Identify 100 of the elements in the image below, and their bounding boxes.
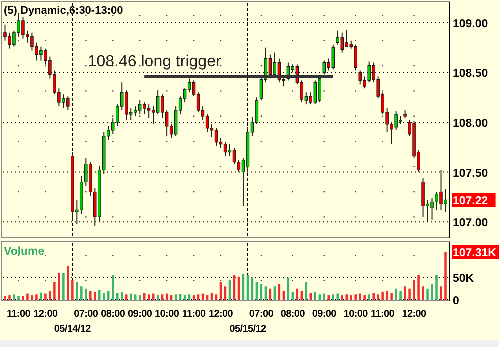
bar bbox=[346, 294, 348, 300]
bar bbox=[8, 296, 11, 300]
bar bbox=[54, 282, 56, 300]
bar bbox=[44, 294, 47, 300]
x-tick-label: 08:00 bbox=[280, 309, 306, 320]
bar bbox=[382, 292, 384, 300]
bar bbox=[184, 296, 186, 300]
bar bbox=[125, 294, 128, 300]
y-tick-label: 107.50 bbox=[453, 168, 488, 180]
bar bbox=[80, 286, 83, 300]
candlestick bbox=[214, 128, 218, 147]
x-tick-label: 05/15/12 bbox=[230, 324, 267, 335]
x-tick-label: 08:00 bbox=[101, 309, 126, 320]
bar bbox=[192, 296, 196, 300]
bar bbox=[174, 294, 178, 300]
candlestick bbox=[206, 114, 210, 133]
y-tick-label: 109.00 bbox=[453, 18, 488, 30]
bar bbox=[22, 296, 24, 300]
bar bbox=[287, 278, 290, 300]
bar bbox=[206, 296, 209, 300]
candlestick bbox=[156, 90, 160, 116]
annotation: 108.46 long trigger bbox=[88, 54, 222, 71]
x-tick-label: 11:00 bbox=[6, 309, 32, 320]
bar bbox=[58, 273, 60, 300]
bar bbox=[390, 293, 393, 300]
bar bbox=[40, 292, 42, 300]
x-tick-label: 09:00 bbox=[312, 309, 338, 320]
text: 107.22 bbox=[453, 196, 488, 208]
bar bbox=[404, 286, 406, 300]
y-tick-label: 50K bbox=[453, 273, 475, 286]
bar bbox=[26, 294, 29, 300]
bar bbox=[413, 280, 416, 300]
bar bbox=[318, 294, 322, 300]
bar bbox=[49, 291, 52, 300]
bar bbox=[103, 293, 106, 300]
bar bbox=[134, 294, 137, 300]
bar bbox=[31, 296, 34, 300]
x-tick-label: 11:00 bbox=[371, 309, 396, 320]
text: 107.31K bbox=[453, 248, 498, 260]
bar bbox=[62, 273, 65, 300]
y-tick-label: 107.00 bbox=[453, 218, 488, 230]
x-tick-label: 07:00 bbox=[74, 309, 99, 320]
bar bbox=[148, 294, 150, 300]
bar bbox=[197, 294, 200, 300]
x-tick-label: 07:00 bbox=[249, 309, 274, 320]
bar bbox=[170, 296, 173, 300]
bar bbox=[332, 294, 334, 300]
bar bbox=[350, 296, 352, 300]
bar bbox=[242, 274, 245, 300]
bar bbox=[98, 290, 101, 300]
bar bbox=[422, 286, 424, 300]
bar bbox=[300, 291, 304, 300]
bar bbox=[418, 276, 420, 300]
y-tick-label: 108.00 bbox=[453, 118, 488, 130]
bar bbox=[220, 282, 222, 300]
bar bbox=[251, 278, 254, 300]
bar bbox=[395, 288, 398, 300]
bar bbox=[4, 296, 6, 300]
bar bbox=[72, 280, 74, 300]
x-tick-label: 12:00 bbox=[34, 309, 58, 320]
bar bbox=[341, 296, 344, 300]
bar bbox=[90, 291, 92, 300]
bar bbox=[224, 286, 227, 300]
bar bbox=[359, 294, 362, 300]
bar bbox=[386, 291, 388, 300]
x-tick-label: 12:00 bbox=[208, 309, 234, 320]
bar bbox=[364, 296, 366, 300]
bar bbox=[264, 286, 268, 300]
bar bbox=[440, 286, 442, 300]
bar bbox=[444, 252, 447, 300]
bar bbox=[215, 294, 218, 300]
bar bbox=[368, 294, 370, 300]
bar bbox=[36, 294, 38, 300]
bar bbox=[161, 294, 164, 300]
bar bbox=[400, 291, 402, 300]
bar bbox=[436, 276, 438, 300]
chart-title: (5) Dynamic,6:30-13:00 bbox=[4, 5, 124, 17]
x-tick-label: 05/14/12 bbox=[54, 324, 92, 335]
bar bbox=[76, 282, 78, 300]
bar bbox=[354, 294, 357, 300]
x-tick-label: 09:00 bbox=[128, 309, 153, 320]
x-tick-label: 10:00 bbox=[155, 309, 180, 320]
bar bbox=[274, 286, 276, 300]
bar bbox=[13, 294, 16, 300]
bar bbox=[328, 296, 330, 300]
bar bbox=[156, 296, 160, 300]
bar bbox=[179, 294, 182, 300]
bar bbox=[408, 288, 411, 300]
bar bbox=[85, 288, 88, 300]
y-tick-label: 108.50 bbox=[453, 68, 488, 80]
candlestick bbox=[268, 54, 272, 80]
bar bbox=[377, 294, 380, 300]
x-tick-label: 10:00 bbox=[344, 309, 369, 320]
bar bbox=[305, 282, 308, 300]
bar bbox=[282, 291, 286, 300]
bar bbox=[94, 292, 96, 300]
candlestick bbox=[224, 142, 228, 157]
bar bbox=[18, 296, 20, 300]
bar bbox=[112, 276, 114, 300]
bar bbox=[431, 284, 434, 300]
